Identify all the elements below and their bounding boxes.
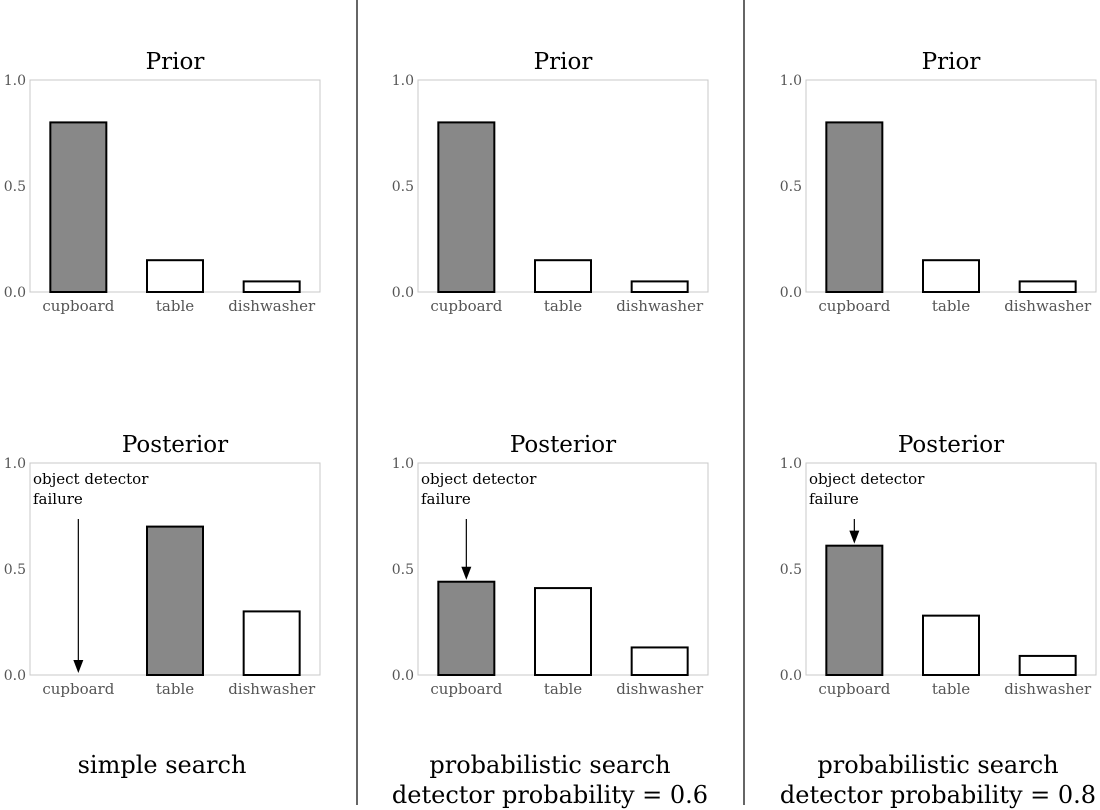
x-tick-label: cupboard: [430, 680, 502, 698]
y-tick-label: 0.5: [4, 562, 26, 578]
y-tick-label: 0.5: [780, 562, 802, 578]
chart-title: Prior: [146, 49, 205, 75]
bar-table: [922, 259, 980, 294]
annotation-text: object detector: [809, 470, 925, 488]
chart-title: Posterior: [122, 432, 228, 458]
x-tick-label: dishwasher: [228, 297, 316, 315]
bar-chart-prior: Prior 0.0 0.5 1.0 cupboard table dishwasher: [392, 49, 709, 315]
x-tick-label: dishwasher: [1004, 297, 1092, 315]
bar-cupboard: [825, 121, 884, 294]
x-tick-label: dishwasher: [616, 680, 704, 698]
bar-chart-prior: Prior 0.0 0.5 1.0 cupboard table dishwasher: [780, 49, 1097, 315]
annotation-arrow-head: [849, 530, 860, 544]
caption-line: simple search: [77, 751, 247, 779]
annotation-arrow-head: [73, 660, 84, 673]
bar-dishwasher: [1018, 280, 1077, 293]
bar-chart-posterior: Posterior 0.0 0.5 1.0 cupboard table dishwashe…: [780, 432, 1097, 698]
x-tick-label: table: [932, 680, 970, 698]
bar-cupboard: [49, 121, 108, 294]
bar-chart-posterior: Posterior 0.0 0.5 1.0 cupboard table dishwashe…: [4, 432, 321, 698]
bar-table: [146, 259, 204, 294]
caption-line: probabilistic search: [429, 751, 671, 779]
x-tick-label: cupboard: [818, 680, 890, 698]
x-tick-label: dishwasher: [228, 680, 316, 698]
bar-table: [922, 614, 980, 677]
x-tick-label: table: [544, 297, 582, 315]
caption-line: detector probability = 0.6: [391, 781, 709, 809]
chart-title: Posterior: [510, 432, 616, 458]
annotation-text: failure: [421, 490, 471, 508]
bar-dishwasher: [630, 646, 689, 677]
y-tick-label: 0.5: [392, 562, 414, 578]
y-tick-label: 0.5: [392, 179, 414, 195]
bar-dishwasher: [630, 280, 689, 293]
caption-line: detector probability = 0.8: [779, 781, 1097, 809]
y-tick-label: 1.0: [780, 73, 802, 89]
bar-cupboard: [437, 121, 496, 294]
bar-chart-prior: Prior 0.0 0.5 1.0 cupboard table dishwasher: [4, 49, 321, 315]
bar-table: [534, 587, 592, 677]
caption-probabilistic-06: probabilistic search detector probabilit…: [380, 750, 720, 810]
caption-probabilistic-08: probabilistic search detector probabilit…: [768, 750, 1100, 810]
annotation-text: failure: [33, 490, 83, 508]
bar-cupboard: [825, 544, 884, 676]
y-tick-label: 1.0: [780, 456, 802, 472]
chart-title: Prior: [922, 49, 981, 75]
bar-table: [534, 259, 592, 294]
y-tick-label: 1.0: [392, 73, 414, 89]
y-tick-label: 0.0: [4, 668, 26, 684]
y-tick-label: 0.0: [4, 285, 26, 301]
y-tick-label: 0.0: [780, 285, 802, 301]
y-tick-label: 0.0: [392, 668, 414, 684]
y-tick-label: 0.5: [4, 179, 26, 195]
y-tick-label: 0.5: [780, 179, 802, 195]
y-tick-label: 0.0: [392, 285, 414, 301]
chart-title: Prior: [534, 49, 593, 75]
bar-cupboard: [437, 580, 496, 676]
y-tick-label: 1.0: [4, 73, 26, 89]
bar-table: [146, 525, 204, 676]
bar-dishwasher: [242, 610, 301, 677]
x-tick-label: dishwasher: [1004, 680, 1092, 698]
bar-chart-posterior: Posterior 0.0 0.5 1.0 cupboard table dishwashe…: [392, 432, 709, 698]
annotation-arrow-head: [461, 566, 472, 580]
x-tick-label: table: [932, 297, 970, 315]
x-tick-label: table: [156, 680, 194, 698]
annotation-text: object detector: [421, 470, 537, 488]
y-tick-label: 0.0: [780, 668, 802, 684]
chart-title: Posterior: [898, 432, 1004, 458]
x-tick-label: cupboard: [430, 297, 502, 315]
x-tick-label: cupboard: [42, 680, 114, 698]
bar-dishwasher: [242, 280, 301, 293]
annotation-text: object detector: [33, 470, 149, 488]
x-tick-label: table: [156, 297, 194, 315]
bar-dishwasher: [1018, 654, 1077, 676]
x-tick-label: dishwasher: [616, 297, 704, 315]
x-tick-label: table: [544, 680, 582, 698]
x-tick-label: cupboard: [818, 297, 890, 315]
caption-simple-search: simple search: [0, 750, 332, 780]
caption-line: probabilistic search: [817, 751, 1059, 779]
y-tick-label: 1.0: [4, 456, 26, 472]
annotation-text: failure: [809, 490, 859, 508]
y-tick-label: 1.0: [392, 456, 414, 472]
x-tick-label: cupboard: [42, 297, 114, 315]
